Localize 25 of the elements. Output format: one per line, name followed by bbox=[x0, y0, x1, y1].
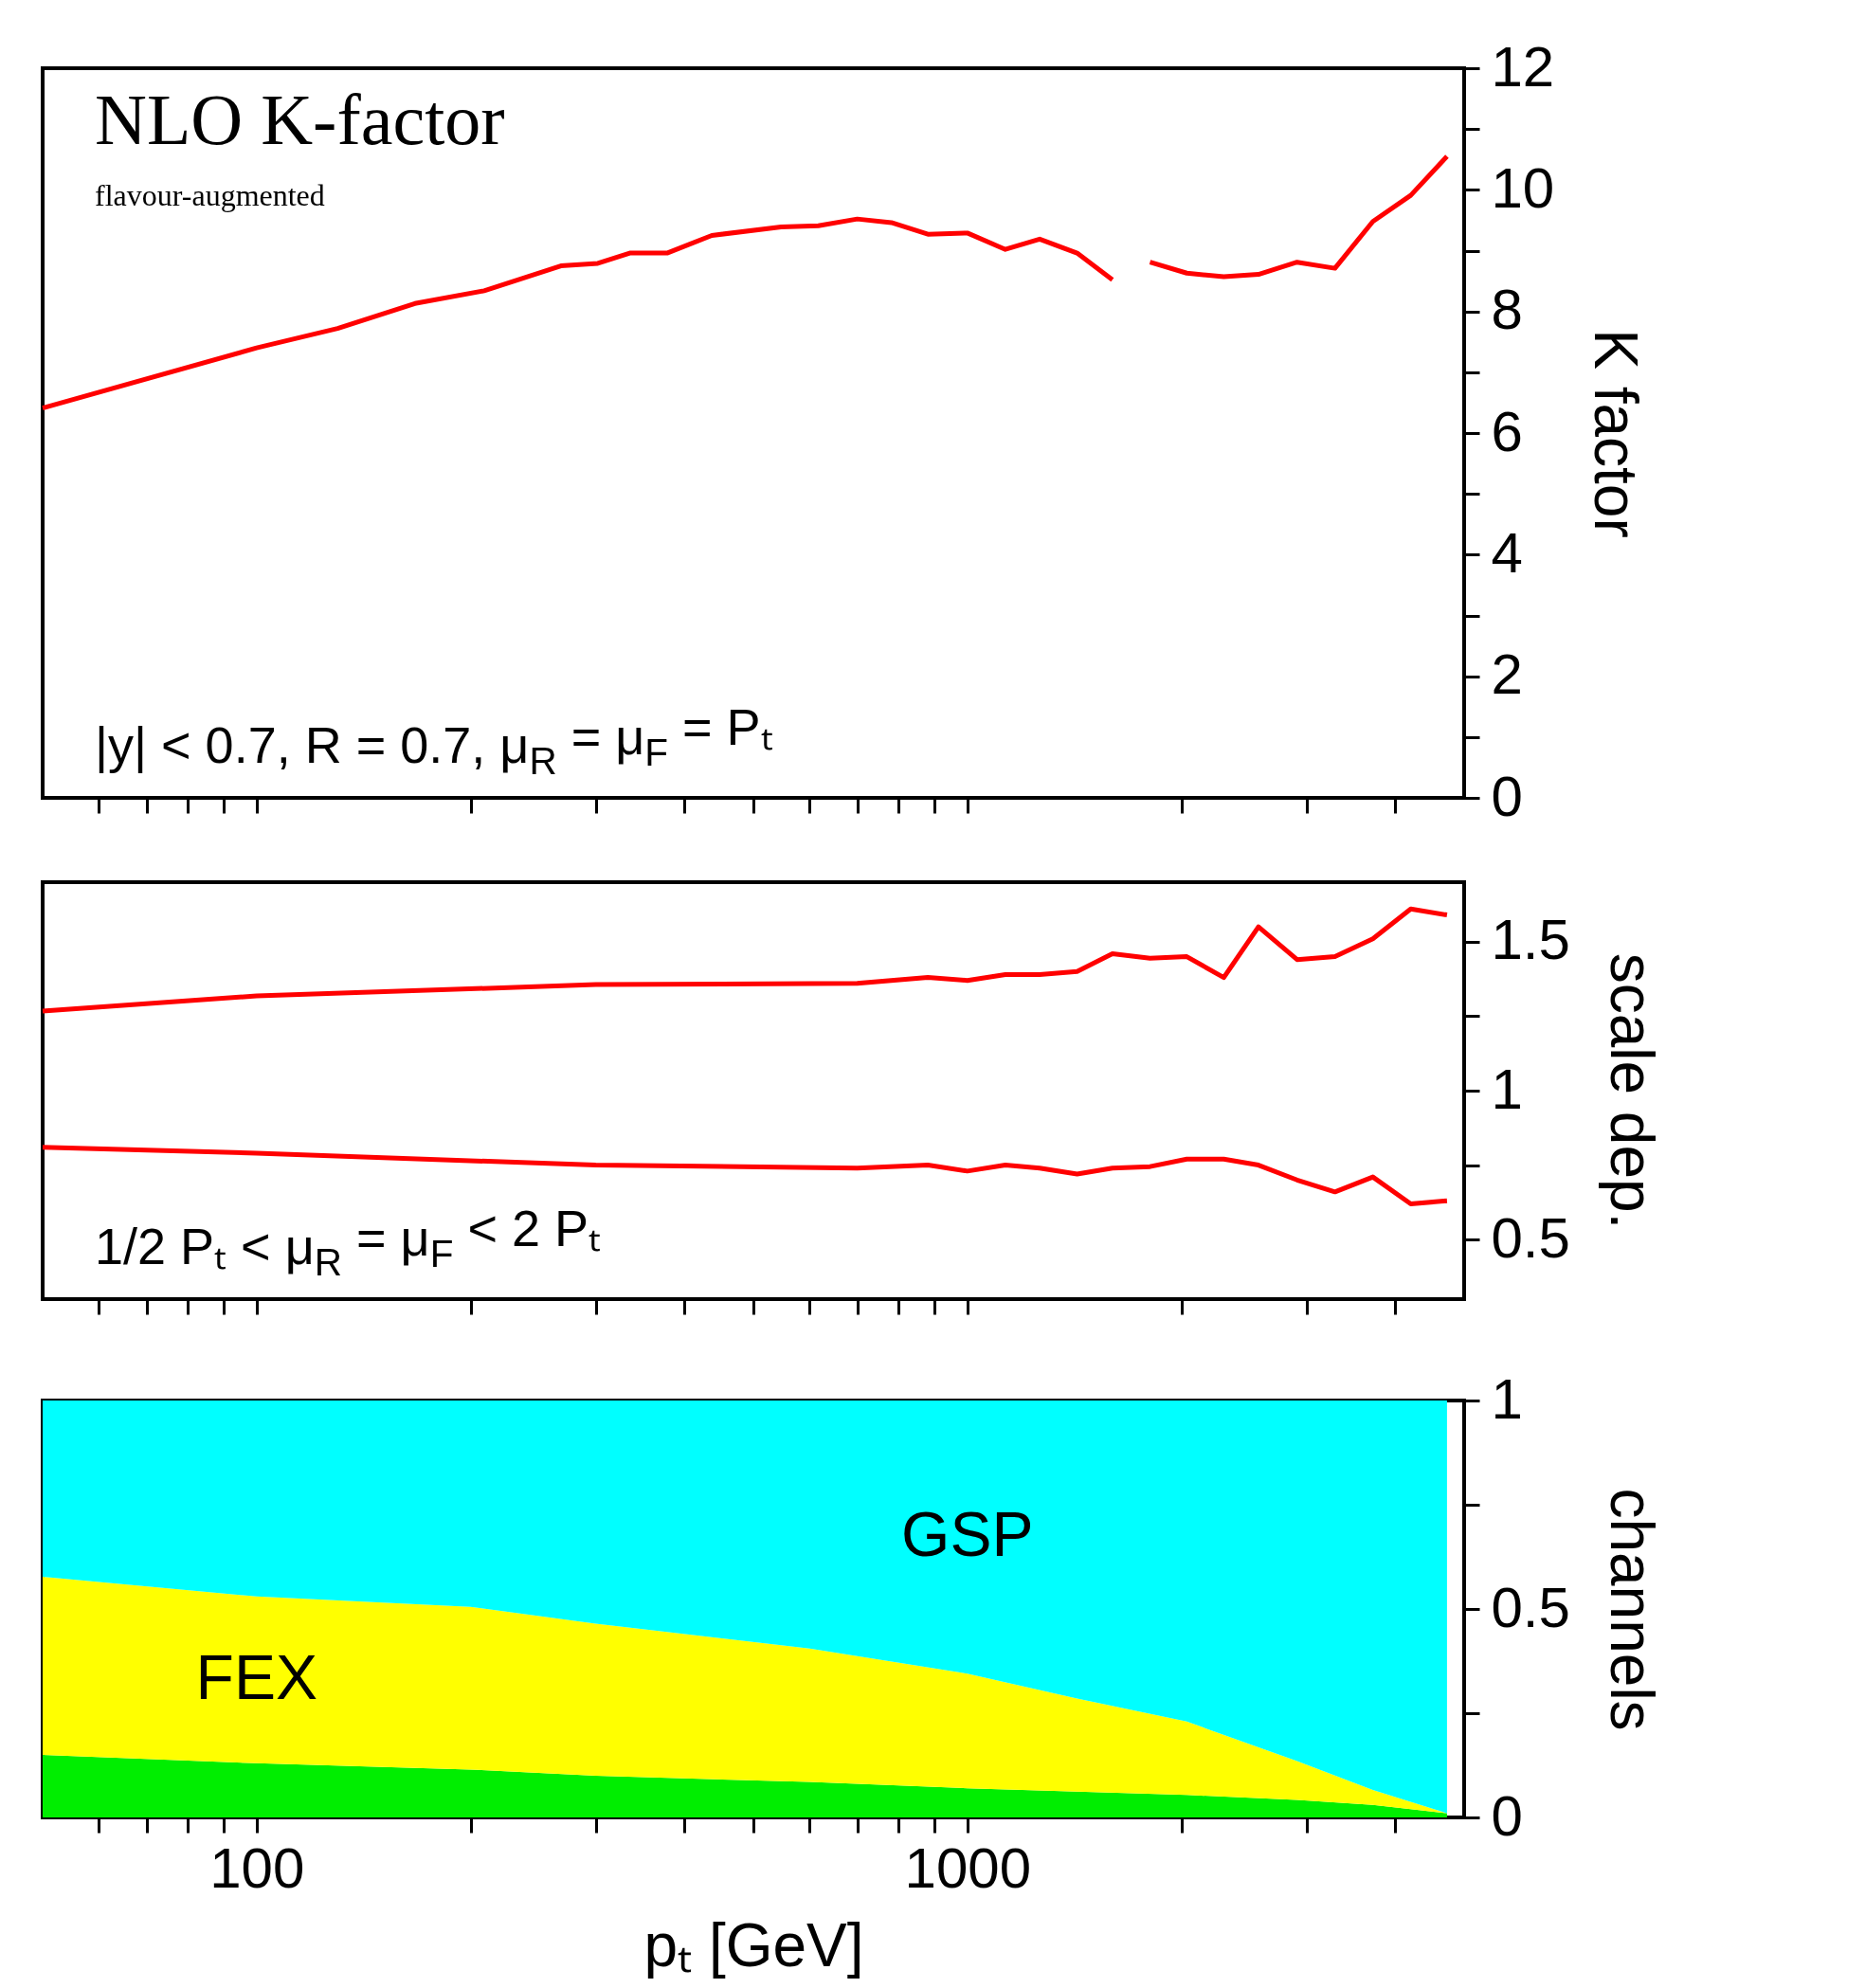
x-tick-label: 1000 bbox=[904, 1835, 1032, 1900]
series-label: FEX bbox=[195, 1641, 317, 1712]
y-tick-label: 0.5 bbox=[1491, 1575, 1570, 1639]
y-tick-label: 0.5 bbox=[1491, 1205, 1570, 1270]
y-tick-label: 0 bbox=[1491, 764, 1523, 828]
y-axis-title: K factor bbox=[1582, 329, 1651, 538]
y-tick-label: 4 bbox=[1491, 520, 1523, 585]
chart-title: NLO K-factor bbox=[95, 80, 505, 159]
annotation: 1/2 Pₜ < μ$_{R}$ = μ$_{F}$ < 2 Pₜ bbox=[95, 1200, 601, 1285]
y-tick-label: 0 bbox=[1491, 1783, 1523, 1848]
y-tick-label: 2 bbox=[1491, 642, 1523, 707]
y-tick-label: 1 bbox=[1491, 1057, 1523, 1121]
y-tick-label: 10 bbox=[1491, 155, 1555, 220]
y-tick-label: 6 bbox=[1491, 399, 1523, 463]
series-label: GSP bbox=[901, 1499, 1034, 1570]
annotation: |y| < 0.7, R = 0.7, μ$_{R}$ = μ$_{F}$ = Pₜ bbox=[95, 698, 773, 784]
text: flavour-augmented bbox=[95, 178, 325, 212]
y-axis-title: channels bbox=[1597, 1488, 1666, 1731]
y-tick-label: 1 bbox=[1491, 1366, 1523, 1431]
x-tick-label: 100 bbox=[209, 1835, 305, 1900]
x-axis-title: pₜ [GeV] bbox=[643, 1910, 864, 1979]
y-tick-label: 1.5 bbox=[1491, 908, 1570, 972]
y-tick-label: 12 bbox=[1491, 34, 1555, 99]
y-axis-title: scale dep. bbox=[1597, 952, 1666, 1230]
y-tick-label: 8 bbox=[1491, 278, 1523, 342]
